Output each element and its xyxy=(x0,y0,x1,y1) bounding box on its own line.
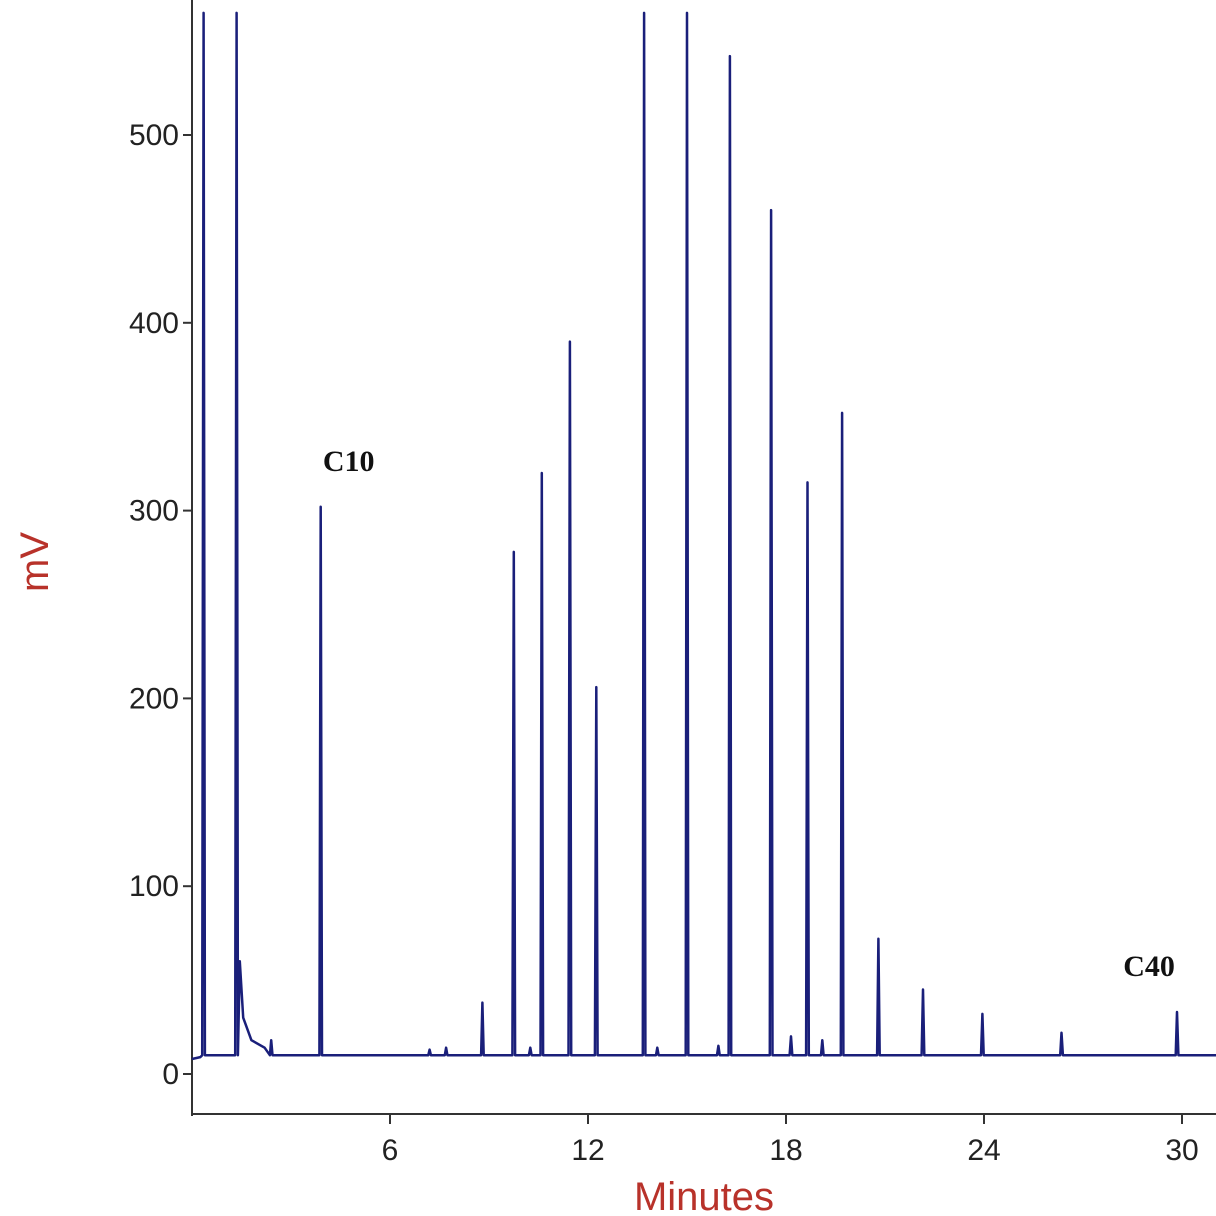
x-tick-label: 12 xyxy=(571,1134,604,1167)
y-tick-label: 200 xyxy=(129,682,179,715)
x-axis-title: Minutes xyxy=(634,1175,774,1216)
peak-label: C10 xyxy=(323,445,375,478)
y-tick-label: 100 xyxy=(129,870,179,903)
x-tick-label: 6 xyxy=(382,1134,399,1167)
peak-annotations: C10 C40 xyxy=(323,445,1175,983)
y-ticks: 0 100 200 300 400 500 xyxy=(129,119,192,1091)
y-tick-label: 500 xyxy=(129,119,179,152)
x-tick-label: 18 xyxy=(769,1134,802,1167)
y-tick-label: 300 xyxy=(129,495,179,528)
x-tick-label: 30 xyxy=(1165,1134,1198,1167)
y-tick-label: 400 xyxy=(129,307,179,340)
axes xyxy=(191,0,1216,1116)
x-tick-label: 24 xyxy=(967,1134,1000,1167)
peak-label: C40 xyxy=(1123,950,1175,983)
y-axis-title: mV xyxy=(13,532,57,592)
y-tick-label: 0 xyxy=(162,1058,179,1091)
x-ticks: 6 12 18 24 30 xyxy=(382,1114,1199,1167)
chromatogram-trace xyxy=(191,11,1216,1061)
